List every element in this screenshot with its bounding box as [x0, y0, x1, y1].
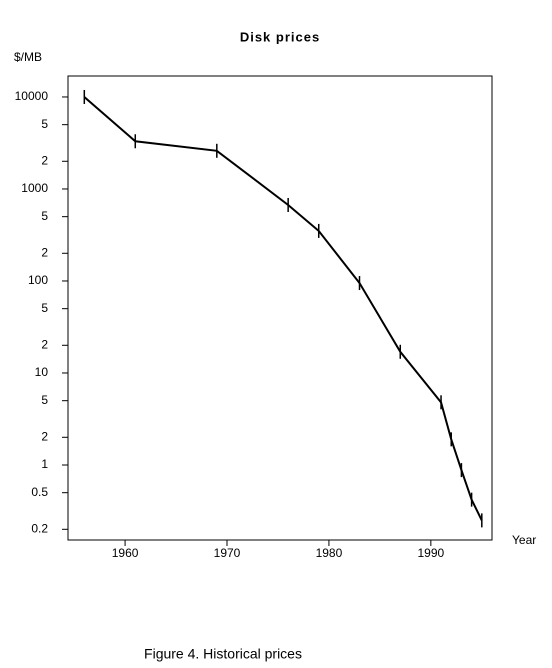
y-axis-label: $/MB — [14, 50, 42, 64]
y-tick-label: 5 — [41, 393, 48, 407]
x-tick-label: 1980 — [316, 546, 343, 560]
y-tick-label: 2 — [41, 429, 48, 443]
x-tick-label: 1970 — [214, 546, 241, 560]
y-tick-label: 0.2 — [31, 521, 48, 535]
y-tick-label: 5 — [41, 301, 48, 315]
y-tick-label: 10000 — [15, 89, 49, 103]
y-tick-label: 2 — [41, 337, 48, 351]
y-tick-label: 2 — [41, 153, 48, 167]
y-tick-label: 5 — [41, 209, 48, 223]
x-axis-label: Year — [512, 533, 536, 547]
x-tick-label: 1990 — [417, 546, 444, 560]
data-line — [83, 96, 483, 521]
x-tick-label: 1960 — [112, 546, 139, 560]
caption: Figure 4. Historical prices — [144, 646, 302, 662]
y-tick-label: 0.5 — [31, 485, 48, 499]
y-tick-label: 1 — [41, 457, 48, 471]
y-tick-label: 10 — [35, 365, 49, 379]
plot-frame — [67, 75, 493, 541]
y-tick-label: 1000 — [21, 181, 48, 195]
y-tick-label: 2 — [41, 245, 48, 259]
y-tick-label: 100 — [28, 273, 48, 287]
chart-title: Disk prices — [240, 29, 320, 44]
y-tick-label: 5 — [41, 117, 48, 131]
